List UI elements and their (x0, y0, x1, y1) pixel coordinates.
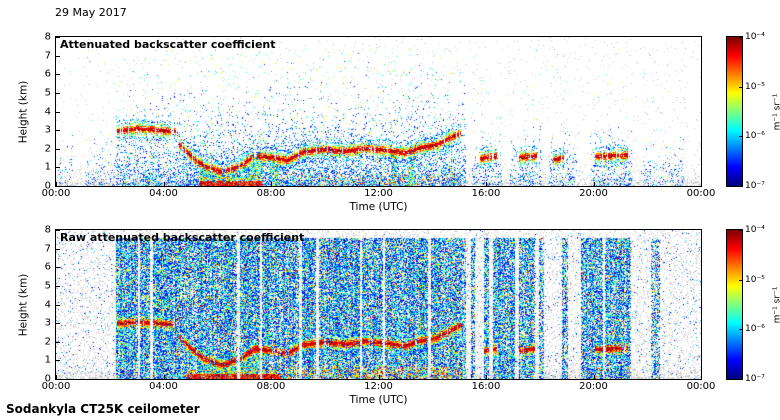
colorbar-tick-mark (739, 379, 742, 380)
date-label: 29 May 2017 (55, 6, 127, 19)
y-tick-label: 1 (44, 354, 51, 366)
colorbar-units-text: m⁻¹ sr⁻¹ (772, 286, 780, 323)
y-tick-label: 8 (44, 31, 51, 43)
colorbar-gradient (727, 37, 742, 186)
y-tick-label: 2 (44, 143, 51, 155)
x-tick-label: 04:00 (149, 381, 178, 392)
x-tick-label: 12:00 (364, 381, 393, 392)
x-tick-label: 00:00 (686, 188, 716, 199)
colorbar-tick-label: 10⁻⁷ (745, 181, 765, 191)
y-tick-label: 6 (44, 261, 51, 273)
y-tick-label: 7 (44, 243, 51, 255)
y-tick-label: 7 (44, 50, 51, 62)
colorbar-tick-labels: 10⁻⁴ 10⁻⁵ 10⁻⁶ 10⁻⁷ (745, 32, 771, 191)
instrument-label: Sodankyla CT25K ceilometer (6, 402, 200, 416)
y-axis-label-text: Height (km) (17, 273, 29, 336)
colorbar-top: 10⁻⁴ 10⁻⁵ 10⁻⁶ 10⁻⁷ m⁻¹ sr⁻¹ (726, 32, 780, 191)
colorbar-tick-label: 10⁻⁴ (745, 32, 765, 42)
x-axis-label: Time (UTC) (349, 394, 408, 406)
y-tick-label: 6 (44, 68, 51, 80)
x-tick-label: 20:00 (579, 188, 608, 199)
panel-title: Raw attenuated backscatter coefficient (60, 231, 305, 244)
x-axis-label: Time (UTC) (349, 201, 408, 213)
y-axis-label-text: Height (km) (17, 80, 29, 143)
colorbar-units-label: m⁻¹ sr⁻¹ (771, 37, 780, 186)
x-tick-label: 00:00 (41, 381, 71, 392)
y-tick-label: 3 (44, 317, 51, 329)
colorbar-tick-mark (739, 186, 742, 187)
y-axis-label: Height (km) (16, 37, 30, 186)
x-tick-label: 16:00 (471, 381, 501, 392)
x-axis-tick-labels: 00:00 04:00 08:00 12:00 16:00 20:00 00:00 (42, 186, 716, 199)
y-tick-label: 2 (44, 336, 51, 348)
colorbar-units-text: m⁻¹ sr⁻¹ (772, 93, 780, 130)
y-tick-label: 1 (44, 161, 51, 173)
y-tick-label: 4 (44, 106, 51, 117)
y-axis-tick-labels: 0 1 2 3 4 5 6 7 8 (26, 32, 56, 192)
attenuated-backscatter-panel: Attenuated backscatter coefficient 00:00… (17, 32, 715, 214)
colorbar-units-label: m⁻¹ sr⁻¹ (771, 230, 780, 379)
x-tick-label: 00:00 (41, 188, 71, 199)
x-tick-label: 12:00 (364, 188, 393, 199)
y-axis-tick-labels: 0 1 2 3 4 5 6 7 8 (26, 225, 56, 385)
y-axis-label: Height (km) (16, 230, 30, 379)
colorbar-tick-label: 10⁻⁴ (745, 225, 765, 235)
y-tick-label: 5 (44, 280, 51, 292)
x-axis-tick-labels: 00:00 04:00 08:00 12:00 16:00 20:00 00:00 (42, 379, 716, 392)
colorbar-tick-label: 10⁻⁵ (745, 274, 765, 285)
colorbar-tick-mark (739, 230, 742, 231)
colorbar-tick-label: 10⁻⁶ (745, 324, 765, 335)
colorbar-tick-label: 10⁻⁷ (745, 374, 765, 384)
colorbar-tick-mark (739, 37, 742, 38)
x-tick-label: 16:00 (471, 188, 501, 199)
raw-attenuated-backscatter-heatmap (56, 230, 701, 379)
colorbar-gradient (727, 230, 742, 379)
y-tick-label: 8 (44, 224, 51, 236)
colorbar-tick-mark (739, 136, 742, 138)
colorbar-tick-label: 10⁻⁵ (745, 81, 765, 92)
x-tick-label: 08:00 (256, 381, 286, 392)
x-tick-mark (701, 182, 702, 186)
raw-attenuated-backscatter-panel: Raw attenuated backscatter coefficient 0… (17, 225, 715, 407)
colorbar-tick-mark (739, 279, 742, 281)
x-tick-mark (701, 375, 702, 379)
x-tick-label: 04:00 (149, 188, 178, 199)
y-tick-label: 4 (44, 299, 51, 310)
colorbar-tick-label: 10⁻⁶ (745, 131, 765, 142)
x-tick-label: 00:00 (686, 381, 716, 392)
colorbar-tick-mark (739, 329, 742, 331)
x-tick-label: 08:00 (256, 188, 286, 199)
y-tick-label: 0 (44, 180, 51, 192)
y-tick-label: 5 (44, 87, 51, 99)
colorbar-tick-labels: 10⁻⁴ 10⁻⁵ 10⁻⁶ 10⁻⁷ (745, 225, 771, 384)
colorbar-tick-mark (739, 86, 742, 88)
y-tick-label: 3 (44, 124, 51, 136)
x-tick-label: 20:00 (579, 381, 608, 392)
y-tick-label: 0 (44, 373, 51, 385)
colorbar-bottom: 10⁻⁴ 10⁻⁵ 10⁻⁶ 10⁻⁷ m⁻¹ sr⁻¹ (726, 225, 780, 384)
attenuated-backscatter-heatmap (56, 37, 701, 186)
panel-title: Attenuated backscatter coefficient (60, 38, 276, 51)
